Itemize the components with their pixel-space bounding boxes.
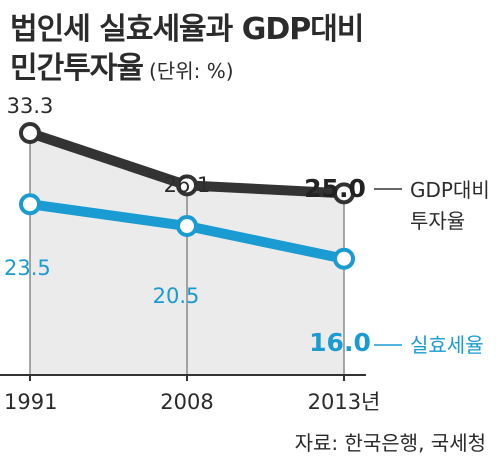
- title-text-1: 법인세 실효세율과 GDP대비: [10, 12, 364, 47]
- top-series-name-line1: GDP대비: [410, 178, 490, 202]
- bottom-value-label-1: 20.5: [153, 284, 200, 308]
- x-tick-label-1: 2008: [160, 390, 213, 414]
- top-value-label-1: 26.1: [164, 173, 211, 197]
- title-text-2: 민간투자율: [10, 51, 144, 86]
- series-1-point-0: [19, 193, 41, 216]
- source-note: 자료: 한국은행, 국세청: [294, 431, 486, 455]
- top-series-name-line2: 투자율: [410, 209, 465, 233]
- x-tick-label-2: 2013년: [308, 390, 381, 414]
- unit-label: (단위: %): [149, 59, 234, 83]
- series-0-point-1: [176, 174, 198, 197]
- x-tick-label-0: 1991: [4, 390, 57, 414]
- bottom-value-label-2: 16.0: [309, 328, 371, 357]
- bottom-value-label-0: 23.5: [4, 256, 51, 280]
- chart-title-line1: 법인세 실효세율과 GDP대비: [10, 4, 364, 48]
- series-0-point-2: [333, 182, 355, 205]
- series-0-point-0: [19, 122, 41, 144]
- series-1-point-2: [333, 247, 355, 270]
- bottom-series-name: 실효세율: [410, 333, 484, 357]
- top-value-label-2: 25.0: [304, 174, 366, 203]
- chart-title-line2: 민간투자율 (단위: %): [10, 43, 234, 87]
- top-value-label-0: 33.3: [7, 94, 54, 118]
- series-1-point-1: [176, 215, 198, 238]
